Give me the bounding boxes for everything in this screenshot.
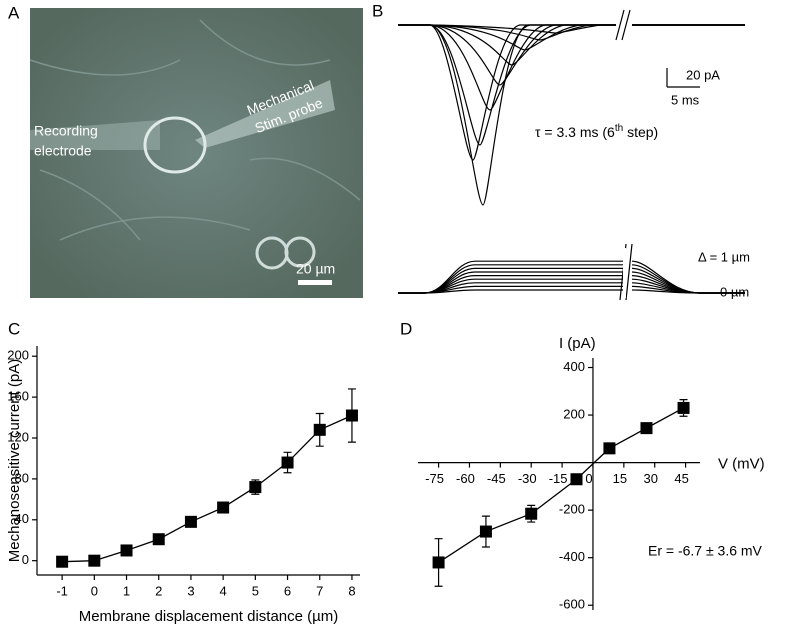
marker	[570, 473, 583, 486]
electrode	[30, 120, 160, 150]
annotation: 0 µm	[720, 284, 749, 299]
scale-bar	[298, 280, 332, 285]
x-tick-label: 0	[91, 583, 98, 598]
panel-a: A Recording electrode Mechanical Stim. p…	[8, 3, 363, 298]
x-tick-label: -60	[456, 471, 475, 486]
x-tick-label: -30	[518, 471, 537, 486]
marker	[432, 556, 445, 569]
x-axis-title: V (mV)	[718, 456, 765, 473]
y-tick-label: -600	[559, 597, 585, 612]
y-tick-label: -400	[559, 549, 585, 564]
texture	[29, 19, 361, 241]
current-trace	[398, 24, 745, 51]
x-tick-label: -15	[549, 471, 568, 486]
y-tick-label: 200	[563, 406, 585, 421]
annotation-part: step)	[623, 124, 658, 140]
marker	[345, 409, 358, 422]
y-axis-title: Mechanosensitive current (pA)	[6, 359, 23, 562]
marker	[677, 401, 690, 414]
marker	[56, 555, 69, 568]
charts: C-1 0 1 2 3 4 5 6 7 804080120160200Mechanosensiti…	[6, 319, 765, 624]
x-tick-label: 5	[252, 583, 259, 598]
marker	[120, 544, 133, 557]
y-tick-label: 80	[15, 470, 29, 485]
step-trace	[398, 260, 745, 294]
x-axis-title: Membrane displacement distance (µm)	[79, 608, 339, 625]
annotation: Er = -6.7 ± 3.6 mV	[648, 543, 763, 559]
panel-label: B	[372, 1, 383, 20]
marker	[479, 525, 492, 538]
micrograph	[30, 8, 363, 298]
marker	[281, 456, 294, 469]
break	[615, 9, 631, 41]
x-tick-label: 7	[316, 583, 323, 598]
x-tick-label: 2	[155, 583, 162, 598]
marker	[525, 507, 538, 520]
x-tick-label: 8	[348, 583, 355, 598]
x-tick-label: -45	[487, 471, 506, 486]
y-tick-label: 40	[15, 511, 29, 526]
y-tick-label: 400	[563, 359, 585, 374]
scale-bar	[666, 68, 700, 88]
marker	[313, 423, 326, 436]
annotation: Recording	[34, 123, 98, 139]
current-trace	[398, 24, 745, 206]
y-tick-label: 160	[7, 389, 29, 404]
scale-label: 20 pA	[686, 67, 720, 82]
marker	[603, 442, 616, 455]
annotation: electrode	[34, 143, 92, 159]
marker	[249, 481, 262, 494]
scale-bar-label: 20 µm	[296, 261, 335, 277]
x-tick-label: 45	[674, 471, 688, 486]
panel-label: C	[8, 319, 20, 338]
y-tick-label: -200	[559, 502, 585, 517]
x-tick-label: -1	[56, 583, 68, 598]
series-line	[62, 414, 353, 563]
marker	[184, 515, 197, 528]
cell	[143, 116, 207, 174]
x-tick-label: 1	[123, 583, 130, 598]
x-tick-label: 30	[643, 471, 657, 486]
marker	[88, 554, 101, 567]
marker	[217, 501, 230, 514]
x-tick-label: -75	[425, 471, 444, 486]
x-tick-label: 6	[284, 583, 291, 598]
y-tick-label: 200	[7, 348, 29, 363]
panel-label: A	[8, 3, 20, 22]
marker	[640, 422, 653, 435]
y-tick-label: 0	[22, 552, 29, 567]
break-gap	[623, 248, 626, 298]
annotation: τ = 3.3 ms (6th step)	[535, 123, 658, 140]
marker	[152, 533, 165, 546]
y-axis-title: I (pA)	[559, 335, 596, 352]
annotation-part: τ = 3.3 ms (6	[535, 124, 615, 140]
annotation: Δ = 1 µm	[698, 249, 750, 264]
x-tick-label: 0	[585, 471, 592, 486]
annotation-part: th	[615, 123, 623, 134]
x-tick-label: 4	[220, 583, 227, 598]
scale-label: 5 ms	[671, 92, 700, 107]
x-tick-label: 15	[613, 471, 627, 486]
cell	[284, 236, 316, 268]
panel-b: B 20 pA 5 ms τ = 3.3 ms (6th step) Δ = 1…	[372, 1, 750, 301]
panel-label: D	[400, 319, 412, 338]
probe	[195, 80, 335, 148]
x-tick-label: 3	[187, 583, 194, 598]
y-tick-label: 120	[7, 429, 29, 444]
